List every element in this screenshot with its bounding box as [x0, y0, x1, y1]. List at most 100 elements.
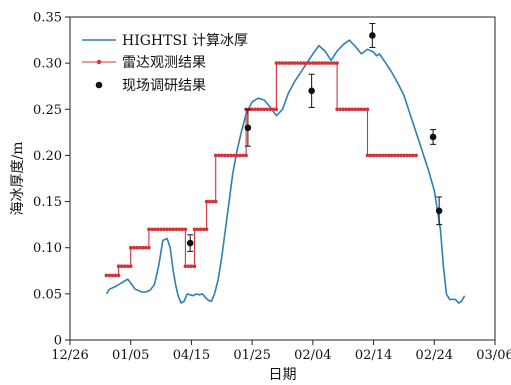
radar-point	[277, 61, 282, 65]
radar-point	[393, 153, 397, 158]
radar-point	[183, 227, 188, 232]
x-tick-label: 03/06	[476, 348, 511, 363]
radar-point	[274, 107, 279, 112]
radar-point	[104, 273, 109, 278]
radar-point	[289, 61, 294, 65]
x-tick-label: 02/24	[416, 348, 453, 363]
radar-point	[198, 227, 203, 232]
y-tick-label: 0.35	[33, 11, 62, 26]
radar-point	[232, 153, 236, 158]
radar-point	[383, 153, 388, 158]
y-tick-label: 0.15	[33, 195, 62, 210]
field-point	[429, 133, 437, 141]
radar-point	[207, 199, 212, 204]
radar-point	[213, 153, 218, 158]
radar-point	[156, 227, 160, 232]
radar-point	[265, 107, 270, 112]
plot-area	[69, 16, 496, 341]
radar-point	[250, 107, 254, 112]
radar-point	[262, 107, 267, 112]
radar-point	[201, 227, 206, 232]
radar-point	[335, 107, 339, 112]
radar-point	[189, 264, 194, 269]
model-series-line	[105, 39, 466, 304]
radar-point	[365, 107, 370, 112]
x-axis-title: 日期	[269, 367, 297, 383]
radar-point	[253, 107, 257, 112]
x-tick-label: 02/14	[355, 348, 392, 363]
radar-point	[390, 153, 394, 158]
radar-point	[344, 107, 349, 112]
radar-point	[192, 227, 197, 232]
radar-point	[274, 61, 279, 65]
radar-point	[223, 153, 227, 158]
radar-point	[186, 264, 191, 269]
radar-point	[341, 107, 346, 112]
radar-point	[338, 107, 343, 112]
radar-point	[414, 153, 418, 158]
radar-point	[180, 227, 185, 232]
radar-point	[138, 245, 142, 250]
radar-point	[295, 61, 300, 65]
radar-point	[256, 107, 261, 112]
x-tick-label: 04/15	[173, 348, 210, 363]
radar-point	[374, 153, 379, 158]
radar-point	[159, 227, 163, 232]
radar-point	[132, 245, 136, 250]
radar-point	[353, 107, 358, 112]
radar-point	[210, 199, 215, 204]
radar-point	[305, 61, 309, 65]
field-point	[244, 124, 252, 132]
legend-field-marker	[95, 81, 103, 89]
radar-point	[302, 61, 306, 65]
field-point	[369, 32, 376, 39]
legend-radar-label: 雷达观测结果	[122, 55, 206, 71]
radar-point	[135, 245, 139, 250]
field-point	[435, 207, 443, 215]
radar-point	[350, 107, 355, 112]
radar-point	[229, 153, 233, 158]
radar-point	[317, 61, 321, 65]
radar-point	[362, 107, 367, 112]
legend-radar-marker	[96, 59, 102, 65]
legend-model-label: HIGHTSI 计算冰厚	[122, 33, 248, 49]
radar-point	[226, 153, 230, 158]
radar-point	[147, 227, 151, 232]
radar-point	[405, 153, 409, 158]
radar-point	[168, 227, 172, 232]
radar-series-line	[106, 62, 417, 276]
radar-point	[271, 107, 276, 112]
legend: HIGHTSI 计算冰厚 雷达观测结果 现场调研结果	[82, 33, 248, 94]
radar-point	[326, 61, 330, 65]
radar-point	[217, 153, 221, 158]
radar-point	[150, 227, 154, 232]
radar-point	[332, 61, 336, 65]
radar-point	[122, 264, 127, 269]
radar-point	[298, 61, 303, 65]
radar-point	[368, 153, 373, 158]
radar-point	[235, 153, 239, 158]
radar-point	[153, 227, 157, 232]
radar-point	[292, 61, 297, 65]
radar-point	[107, 273, 112, 278]
radar-point	[220, 153, 224, 158]
radar-point	[147, 245, 151, 250]
field-point	[186, 239, 194, 247]
radar-point	[280, 61, 285, 65]
radar-point	[238, 153, 242, 158]
radar-point	[387, 153, 391, 158]
radar-point	[213, 199, 218, 204]
radar-point	[144, 245, 148, 250]
radar-point	[116, 264, 121, 269]
radar-point	[204, 227, 209, 232]
radar-point	[259, 107, 264, 112]
y-tick-label: 0.10	[33, 241, 62, 256]
y-tick-label: 0.25	[33, 103, 62, 118]
radar-point	[335, 61, 339, 65]
radar-point	[286, 61, 291, 65]
field-point	[308, 87, 315, 95]
radar-point	[128, 245, 133, 250]
radar-point	[308, 61, 312, 65]
radar-point	[125, 264, 130, 269]
radar-point	[192, 264, 197, 269]
